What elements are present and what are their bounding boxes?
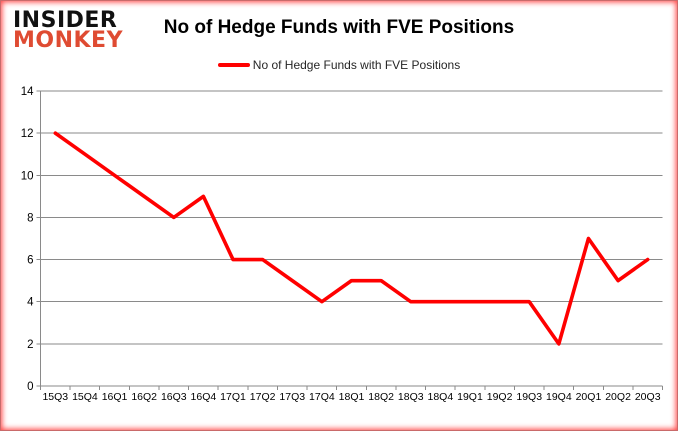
x-tick-label: 15Q4 bbox=[72, 391, 98, 403]
chart-svg: 0 2 4 6 8 10 12 14 15Q3 15Q4 16Q1 16Q2 16Q3 16Q4 17Q1 1… bbox=[21, 86, 663, 403]
x-tick-label: 16Q1 bbox=[102, 391, 128, 403]
x-tick-label: 18Q3 bbox=[398, 391, 424, 403]
x-tick-label: 17Q2 bbox=[250, 391, 276, 403]
y-tick-label: 8 bbox=[27, 212, 33, 224]
x-tick-label: 17Q1 bbox=[220, 391, 246, 403]
logo-text-insider: INSIDER bbox=[13, 8, 118, 33]
x-tick-label: 16Q3 bbox=[161, 391, 187, 403]
y-tick-label: 0 bbox=[27, 381, 33, 393]
x-tick-label: 16Q2 bbox=[131, 391, 157, 403]
chart-legend: No of Hedge Funds with FVE Positions bbox=[1, 58, 677, 72]
x-tick-label: 15Q3 bbox=[42, 391, 68, 403]
y-tick-label: 4 bbox=[27, 297, 34, 309]
x-tick-label: 17Q3 bbox=[279, 391, 305, 403]
legend-label: No of Hedge Funds with FVE Positions bbox=[252, 58, 461, 72]
x-tick-label: 19Q3 bbox=[516, 391, 542, 403]
x-tick-label: 19Q2 bbox=[487, 391, 513, 403]
y-tick-label: 10 bbox=[21, 170, 34, 182]
x-tick-label: 20Q3 bbox=[635, 391, 661, 403]
x-tick-label: 17Q4 bbox=[309, 391, 335, 403]
y-tick-label: 14 bbox=[21, 86, 34, 98]
y-tick-label: 6 bbox=[27, 255, 33, 267]
line-chart: 0 2 4 6 8 10 12 14 15Q3 15Q4 16Q1 16Q2 16Q3 16Q4 17Q1 1… bbox=[1, 77, 677, 430]
y-tick-label: 2 bbox=[27, 339, 33, 351]
x-tick-label: 18Q2 bbox=[368, 391, 394, 403]
y-tick-label: 12 bbox=[21, 128, 34, 140]
x-tick-label: 20Q1 bbox=[576, 391, 602, 403]
x-tick-label: 19Q1 bbox=[457, 391, 483, 403]
x-tick-label: 20Q2 bbox=[605, 391, 631, 403]
logo-text-monkey: MONKEY bbox=[13, 28, 124, 53]
data-series-line bbox=[53, 131, 650, 346]
legend-line-swatch bbox=[217, 63, 250, 67]
x-tick-label: 16Q4 bbox=[191, 391, 217, 403]
x-tick-label: 18Q1 bbox=[339, 391, 365, 403]
x-tick-label: 18Q4 bbox=[428, 391, 454, 403]
insider-monkey-logo: INSIDER MONKEY bbox=[13, 10, 123, 52]
chart-title: No of Hedge Funds with FVE Positions bbox=[163, 17, 515, 38]
x-tick-label: 19Q4 bbox=[546, 391, 572, 403]
